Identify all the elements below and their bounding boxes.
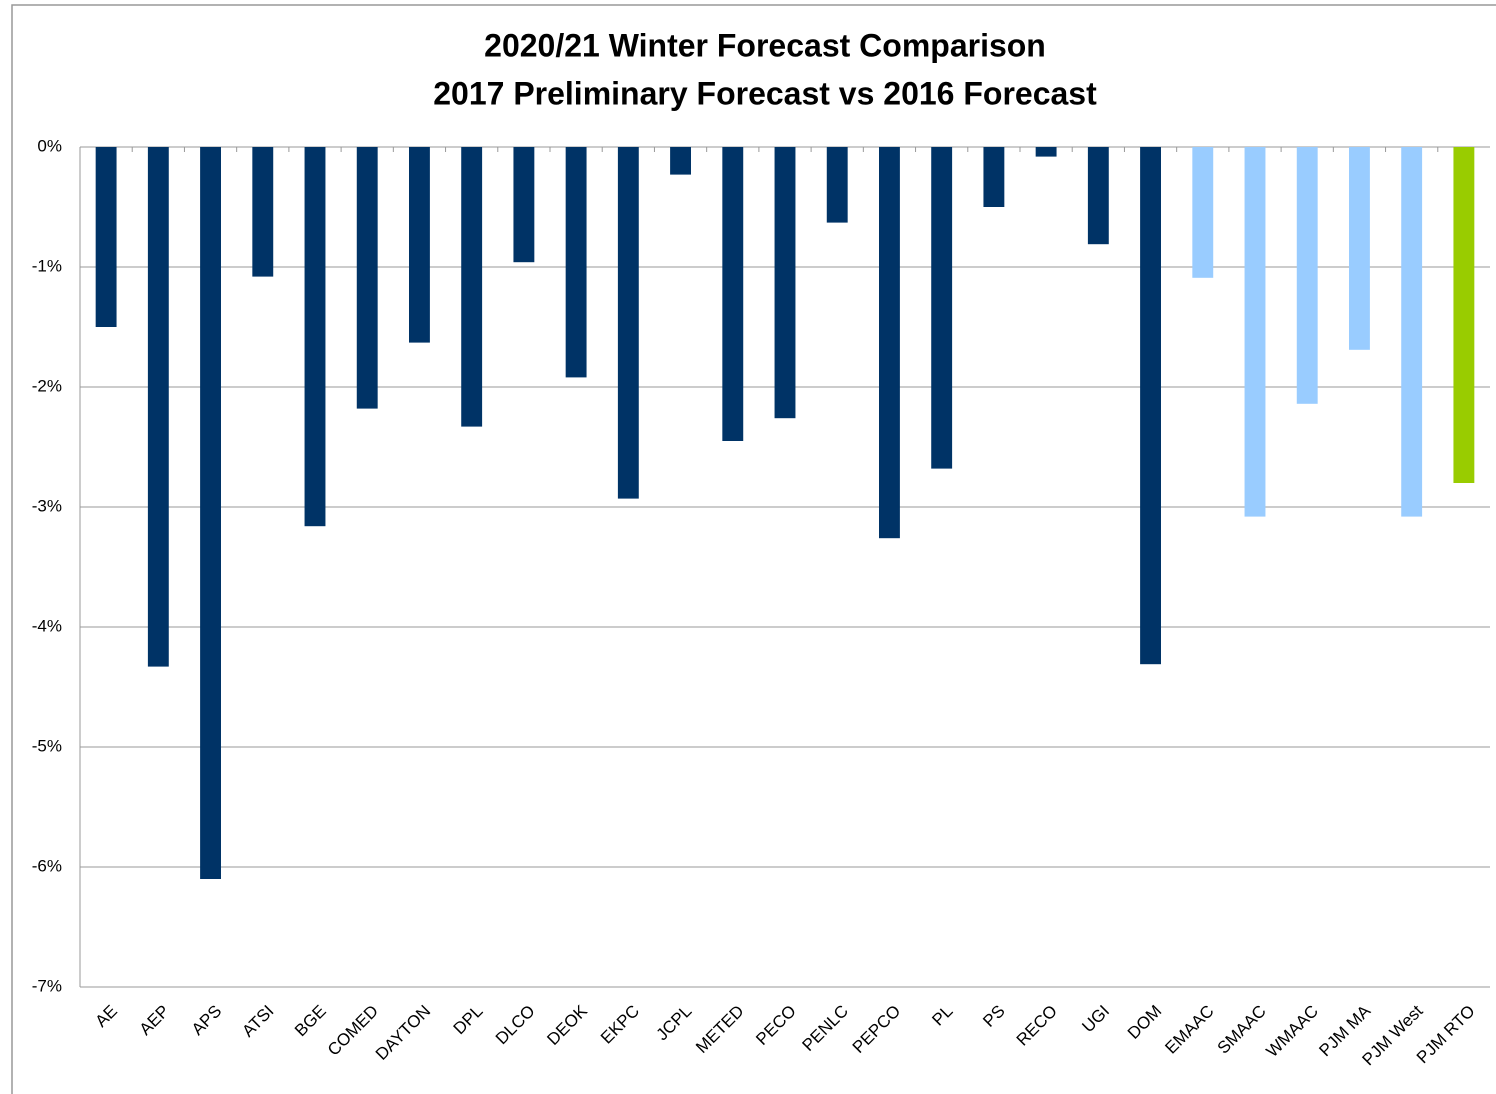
bar xyxy=(1192,147,1214,278)
bar xyxy=(304,147,326,527)
x-tick-label: JCPL xyxy=(653,1001,696,1044)
y-tick-label: -5% xyxy=(32,736,62,755)
bar xyxy=(200,147,221,879)
x-tick-label: METED xyxy=(692,1001,748,1057)
x-tick-label: SMAAC xyxy=(1214,1001,1270,1057)
bar xyxy=(1035,147,1057,157)
y-tick-label: -2% xyxy=(32,376,62,395)
x-tick-label: APS xyxy=(188,1001,225,1038)
x-tick-label: RECO xyxy=(1013,1001,1061,1049)
x-tick-label: DLCO xyxy=(492,1001,539,1048)
y-tick-label: -6% xyxy=(32,856,62,875)
bar xyxy=(1140,147,1161,665)
chart-border xyxy=(11,4,1496,1094)
bar xyxy=(565,147,587,378)
x-tick-label: ATSI xyxy=(238,1001,277,1040)
bar xyxy=(461,147,483,427)
x-tick-label: PEPCO xyxy=(849,1001,905,1057)
chart-title: 2020/21 Winter Forecast Comparison xyxy=(484,27,1046,63)
bar xyxy=(1296,147,1318,404)
bar xyxy=(1087,147,1109,245)
x-tick-label: BGE xyxy=(291,1001,330,1040)
x-tick-label: EKPC xyxy=(597,1001,643,1047)
bar xyxy=(617,147,639,499)
bar xyxy=(513,147,535,263)
y-tick-label: -7% xyxy=(32,976,62,995)
x-tick-label: DAYTON xyxy=(372,1001,434,1063)
bar xyxy=(147,147,169,667)
x-tick-label: PS xyxy=(979,1001,1008,1030)
x-tick-label: UGI xyxy=(1078,1001,1113,1036)
bar xyxy=(1453,147,1475,483)
bar xyxy=(1349,147,1370,350)
bar xyxy=(826,147,848,223)
bar xyxy=(774,147,796,419)
x-tick-label: DOM xyxy=(1124,1001,1165,1042)
chart-subtitle: 2017 Preliminary Forecast vs 2016 Foreca… xyxy=(433,75,1097,111)
bar xyxy=(356,147,378,409)
x-tick-label: DPL xyxy=(450,1001,487,1038)
bar xyxy=(252,147,274,277)
x-tick-label: AEP xyxy=(136,1001,173,1038)
y-tick-label: 0% xyxy=(37,136,62,155)
y-tick-label: -3% xyxy=(32,496,62,515)
bar xyxy=(1401,147,1423,517)
bar xyxy=(409,147,430,343)
bar xyxy=(1244,147,1266,517)
x-tick-label: PECO xyxy=(752,1001,800,1049)
bar xyxy=(931,147,953,469)
y-tick-label: -1% xyxy=(32,256,62,275)
x-tick-label: PENLC xyxy=(799,1001,853,1055)
bar xyxy=(983,147,1005,207)
x-tick-label: AE xyxy=(91,1001,120,1030)
x-tick-label: WMAAC xyxy=(1263,1001,1323,1061)
y-tick-label: -4% xyxy=(32,616,62,635)
bar xyxy=(95,147,117,327)
bar xyxy=(722,147,744,441)
x-tick-label: DEOK xyxy=(543,1001,591,1049)
bar xyxy=(670,147,691,175)
bar xyxy=(879,147,900,539)
x-tick-label: PL xyxy=(928,1001,956,1029)
x-tick-label: EMAAC xyxy=(1161,1001,1217,1057)
